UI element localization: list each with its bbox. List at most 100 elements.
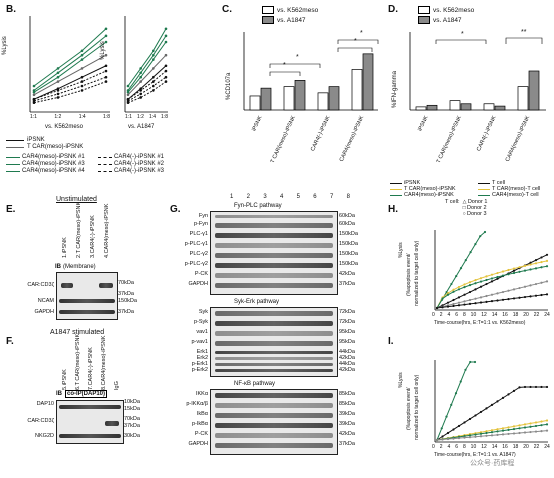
i-xtick-10: 20 bbox=[523, 444, 529, 450]
b-left-lines-series-0 bbox=[33, 28, 107, 87]
i-lines-point-4-20 bbox=[545, 429, 549, 432]
h-xtick-0: 0 bbox=[432, 312, 435, 318]
h-lines-point-5-16 bbox=[523, 295, 527, 299]
b-left-lines-point-5-2 bbox=[80, 80, 84, 83]
b-right-lines-point-6-1 bbox=[139, 92, 142, 96]
i-lines-point-2-15 bbox=[518, 424, 521, 427]
b-left-lines-point-0-3 bbox=[104, 27, 108, 31]
panel-b-xticks-right: 1:1 1:2 1:4 1:8 bbox=[125, 114, 168, 120]
h-xtick-3: 6 bbox=[455, 312, 458, 318]
h-xtick-12: 24 bbox=[544, 312, 550, 318]
i-lines-point-3-19 bbox=[540, 424, 543, 427]
g-row-kda-2-0: 85kDa bbox=[339, 391, 355, 397]
i-lines-point-2-10 bbox=[490, 429, 494, 432]
h-lines-point-1-2 bbox=[446, 301, 450, 304]
i-lines-point-4-18 bbox=[534, 430, 538, 433]
i-lines-point-1-20 bbox=[545, 385, 549, 389]
h-lines-point-3-6 bbox=[468, 284, 472, 287]
i-lines-point-4-11 bbox=[496, 433, 499, 436]
b-right-lines-point-6-3 bbox=[164, 75, 168, 79]
b-right-lines-point-3-0 bbox=[126, 93, 130, 97]
g-band-1-4 bbox=[215, 351, 333, 354]
g-blot-2 bbox=[210, 389, 338, 455]
panel-e-kda-3: 150kDa bbox=[118, 298, 137, 304]
panel-b-xticks-left: 1:1 1:2 1:4 1:8 bbox=[30, 114, 110, 120]
i-lines-point-3-18 bbox=[534, 424, 538, 428]
i-lines-point-3-14 bbox=[512, 427, 516, 431]
c-bars-bar-a1847-1 bbox=[294, 80, 306, 111]
b-left-lines-series-1 bbox=[33, 35, 107, 91]
b-left-lines-point-2-0 bbox=[32, 90, 36, 94]
h-xtick-9: 18 bbox=[512, 312, 519, 318]
b-xtick-right-1: 1:2 bbox=[137, 114, 144, 120]
i-lines-point-2-17 bbox=[529, 422, 532, 425]
h-lines-point-3-10 bbox=[490, 277, 494, 280]
h-lines-point-1-20 bbox=[545, 253, 549, 256]
h-lines-point-4-3 bbox=[452, 302, 455, 306]
g-row-label-2-1: p-IKKα/β bbox=[186, 401, 208, 407]
i-lines-point-3-9 bbox=[485, 431, 488, 435]
g-row-kda-0-3: 150kDa bbox=[339, 241, 358, 247]
i-xtick-9: 18 bbox=[512, 444, 519, 450]
legend-h-tcar-tcell: T CAR(meso)-T cell bbox=[492, 186, 541, 192]
i-lines-point-2-14 bbox=[512, 425, 516, 428]
panel-d-sig-2: ** bbox=[521, 29, 527, 36]
h-lines-point-5-19 bbox=[540, 293, 543, 297]
g-row-label-0-4: PLC-γ2 bbox=[189, 251, 208, 257]
b-right-lines-point-4-2 bbox=[152, 75, 155, 79]
b-right-lines-point-0-1 bbox=[139, 67, 142, 70]
i-xtick-11: 22 bbox=[533, 444, 540, 450]
b-left-lines-point-4-2 bbox=[80, 75, 84, 79]
i-lines-point-1-18 bbox=[534, 385, 538, 389]
h-lines-point-2-16 bbox=[523, 264, 527, 267]
b-right-lines-series-7 bbox=[127, 81, 167, 104]
panel-f-row-car: CAR:CD3ζ bbox=[27, 418, 54, 424]
g-row-label-1-5: Erk2 bbox=[196, 355, 208, 361]
g-row-label-1-3: p-vav1 bbox=[191, 339, 208, 345]
panel-f-ib-label: IB bbox=[56, 391, 62, 397]
i-lines-point-1-7 bbox=[474, 414, 477, 417]
b-left-lines-point-7-1 bbox=[56, 96, 60, 99]
h-lines-point-3-3 bbox=[452, 290, 455, 293]
legend-h-tcell: T cell bbox=[492, 180, 506, 186]
i-lines-point-1-11 bbox=[496, 400, 499, 403]
h-lines-point-0-5 bbox=[459, 267, 463, 270]
h-lines-point-2-2 bbox=[446, 291, 450, 295]
h-lines-point-2-12 bbox=[501, 270, 505, 273]
i-lines-point-4-4 bbox=[457, 437, 461, 440]
i-lines-point-2-13 bbox=[507, 426, 510, 429]
b-right-lines-series-6 bbox=[127, 76, 167, 102]
b-xtick-right-3: 1:8 bbox=[161, 114, 168, 120]
i-lines-point-1-12 bbox=[501, 396, 505, 399]
h-lines-point-1-18 bbox=[534, 259, 538, 262]
g-band-2-4 bbox=[215, 433, 333, 438]
h-lines-point-5-12 bbox=[501, 298, 505, 301]
h-lines-point-4-7 bbox=[474, 297, 477, 300]
i-lines-point-1-5 bbox=[463, 421, 466, 424]
i-lines-point-4-9 bbox=[485, 434, 488, 437]
i-lines-point-2-18 bbox=[534, 421, 538, 424]
h-lines-point-4-19 bbox=[540, 281, 543, 284]
b-right-lines-point-5-2 bbox=[152, 80, 155, 83]
b-right-lines-point-3-3 bbox=[164, 53, 168, 57]
legend-b-car4neg-1: CAR4(-)-iPSNK #1 bbox=[114, 154, 165, 160]
g-row-kda-1-4: 44kDa bbox=[339, 349, 355, 355]
h-lines-point-0-3 bbox=[450, 282, 453, 286]
h-lines-point-4-13 bbox=[507, 289, 510, 292]
b-left-lines-series-3 bbox=[33, 54, 107, 96]
h-lines-point-3-8 bbox=[479, 280, 483, 283]
legend-d-k562: vs. K562meso bbox=[433, 6, 475, 14]
g-band-1-1 bbox=[215, 321, 333, 326]
b-left-lines-point-6-3 bbox=[104, 75, 108, 79]
h-lines-point-0-6 bbox=[464, 259, 467, 262]
g-row-kda-2-5: 37kDa bbox=[339, 441, 355, 447]
legend-b-tcar: T CAR(meso)-iPSNK bbox=[27, 144, 84, 150]
b-left-lines-point-3-1 bbox=[56, 80, 60, 83]
b-left-lines-series-5 bbox=[33, 70, 107, 100]
b-right-lines-series-2 bbox=[127, 41, 167, 93]
c-bars-bar-a1847-3 bbox=[362, 53, 374, 111]
g-row-kda-1-3: 95kDa bbox=[339, 339, 355, 345]
i-lines-point-0-1 bbox=[440, 427, 443, 430]
h-lines-point-0-4 bbox=[455, 274, 458, 278]
legend-h-donor-3: Donor 3 bbox=[467, 211, 487, 217]
